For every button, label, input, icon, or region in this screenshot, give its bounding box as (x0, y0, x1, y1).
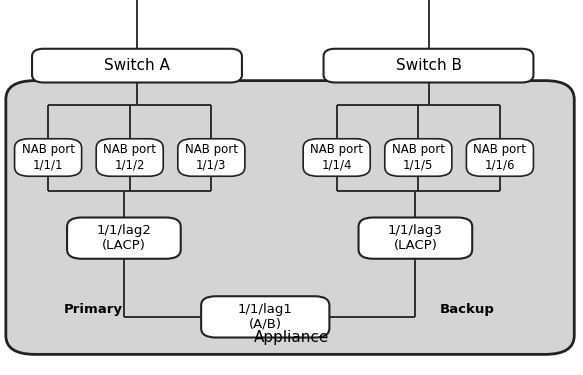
Text: 1/1/lag2
(LACP): 1/1/lag2 (LACP) (96, 224, 152, 252)
FancyBboxPatch shape (201, 296, 329, 338)
Text: 1/1/lag3
(LACP): 1/1/lag3 (LACP) (388, 224, 443, 252)
FancyBboxPatch shape (359, 217, 472, 259)
Text: Appliance: Appliance (254, 330, 329, 345)
FancyBboxPatch shape (178, 139, 245, 176)
FancyBboxPatch shape (67, 217, 181, 259)
Text: Switch B: Switch B (395, 58, 462, 73)
FancyBboxPatch shape (303, 139, 370, 176)
FancyBboxPatch shape (324, 49, 533, 82)
Text: NAB port
1/1/5: NAB port 1/1/5 (392, 144, 445, 171)
Text: NAB port
1/1/2: NAB port 1/1/2 (103, 144, 156, 171)
Text: NAB port
1/1/1: NAB port 1/1/1 (22, 144, 75, 171)
Text: NAB port
1/1/6: NAB port 1/1/6 (473, 144, 526, 171)
Text: Backup: Backup (440, 303, 495, 316)
FancyBboxPatch shape (385, 139, 452, 176)
Text: Primary: Primary (64, 303, 122, 316)
FancyBboxPatch shape (6, 81, 574, 354)
Text: Switch A: Switch A (104, 58, 170, 73)
FancyBboxPatch shape (96, 139, 163, 176)
Text: NAB port
1/1/3: NAB port 1/1/3 (185, 144, 238, 171)
FancyBboxPatch shape (15, 139, 82, 176)
Text: NAB port
1/1/4: NAB port 1/1/4 (310, 144, 363, 171)
Text: 1/1/lag1
(A/B): 1/1/lag1 (A/B) (238, 303, 293, 331)
FancyBboxPatch shape (466, 139, 533, 176)
FancyBboxPatch shape (32, 49, 242, 82)
